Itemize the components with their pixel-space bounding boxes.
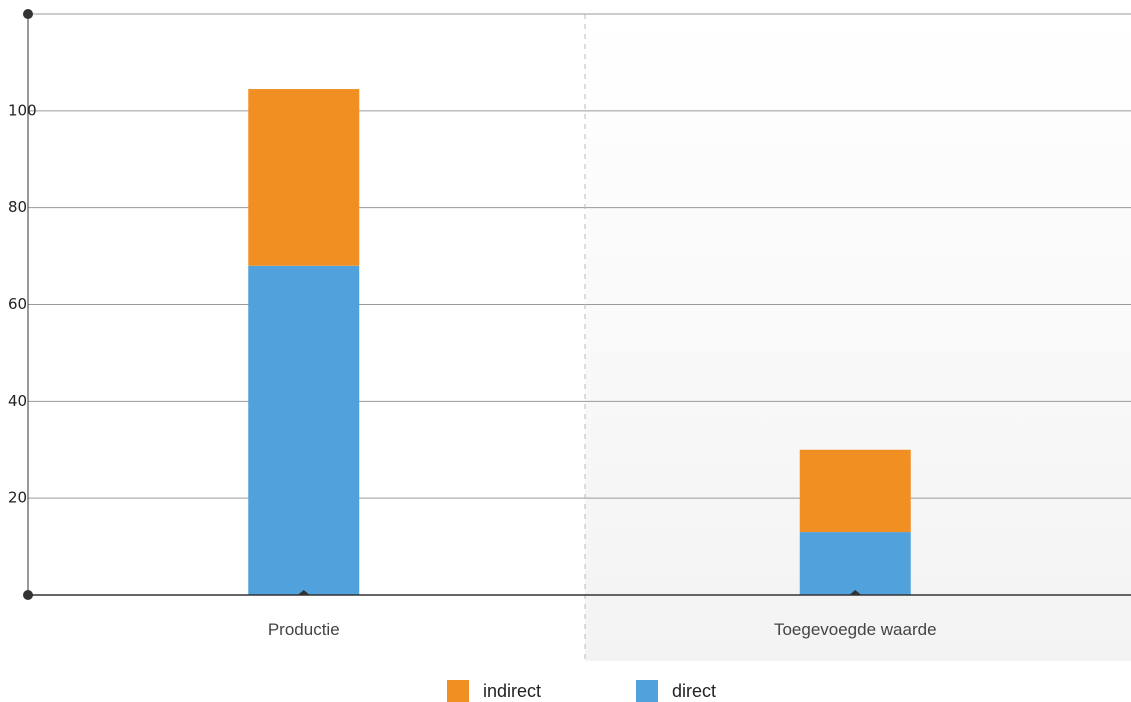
legend-swatch bbox=[636, 680, 658, 702]
y-tick-labels: 20 40 60 80 100 bbox=[8, 101, 37, 506]
gridlines bbox=[28, 13, 1131, 499]
y-tick-label: 100 bbox=[8, 101, 37, 119]
category-label: Productie bbox=[268, 620, 340, 639]
legend: indirect direct bbox=[447, 680, 716, 702]
legend-label: direct bbox=[672, 681, 716, 701]
category-label: Toegevoegde waarde bbox=[774, 620, 937, 639]
bar-indirect-1[interactable] bbox=[799, 449, 911, 533]
y-tick-label: 20 bbox=[8, 489, 27, 507]
y-tick-label: 80 bbox=[8, 198, 27, 216]
bar-direct-0[interactable] bbox=[248, 265, 360, 595]
bar-indirect-0[interactable] bbox=[248, 89, 360, 266]
bars bbox=[248, 89, 911, 595]
bar-base-marker bbox=[849, 590, 862, 595]
legend-swatch bbox=[447, 680, 469, 702]
y-tick-label: 60 bbox=[8, 295, 27, 313]
axis-origin-marker bbox=[23, 590, 33, 600]
bar-base-marker bbox=[297, 590, 310, 595]
y-axis-top-marker bbox=[23, 9, 33, 19]
y-tick-label: 40 bbox=[8, 392, 27, 410]
legend-item-direct[interactable]: direct bbox=[636, 680, 716, 702]
category-labels: Productie Toegevoegde waarde bbox=[268, 620, 937, 639]
legend-label: indirect bbox=[483, 681, 541, 701]
bar-direct-1[interactable] bbox=[799, 532, 911, 595]
legend-item-indirect[interactable]: indirect bbox=[447, 680, 541, 702]
